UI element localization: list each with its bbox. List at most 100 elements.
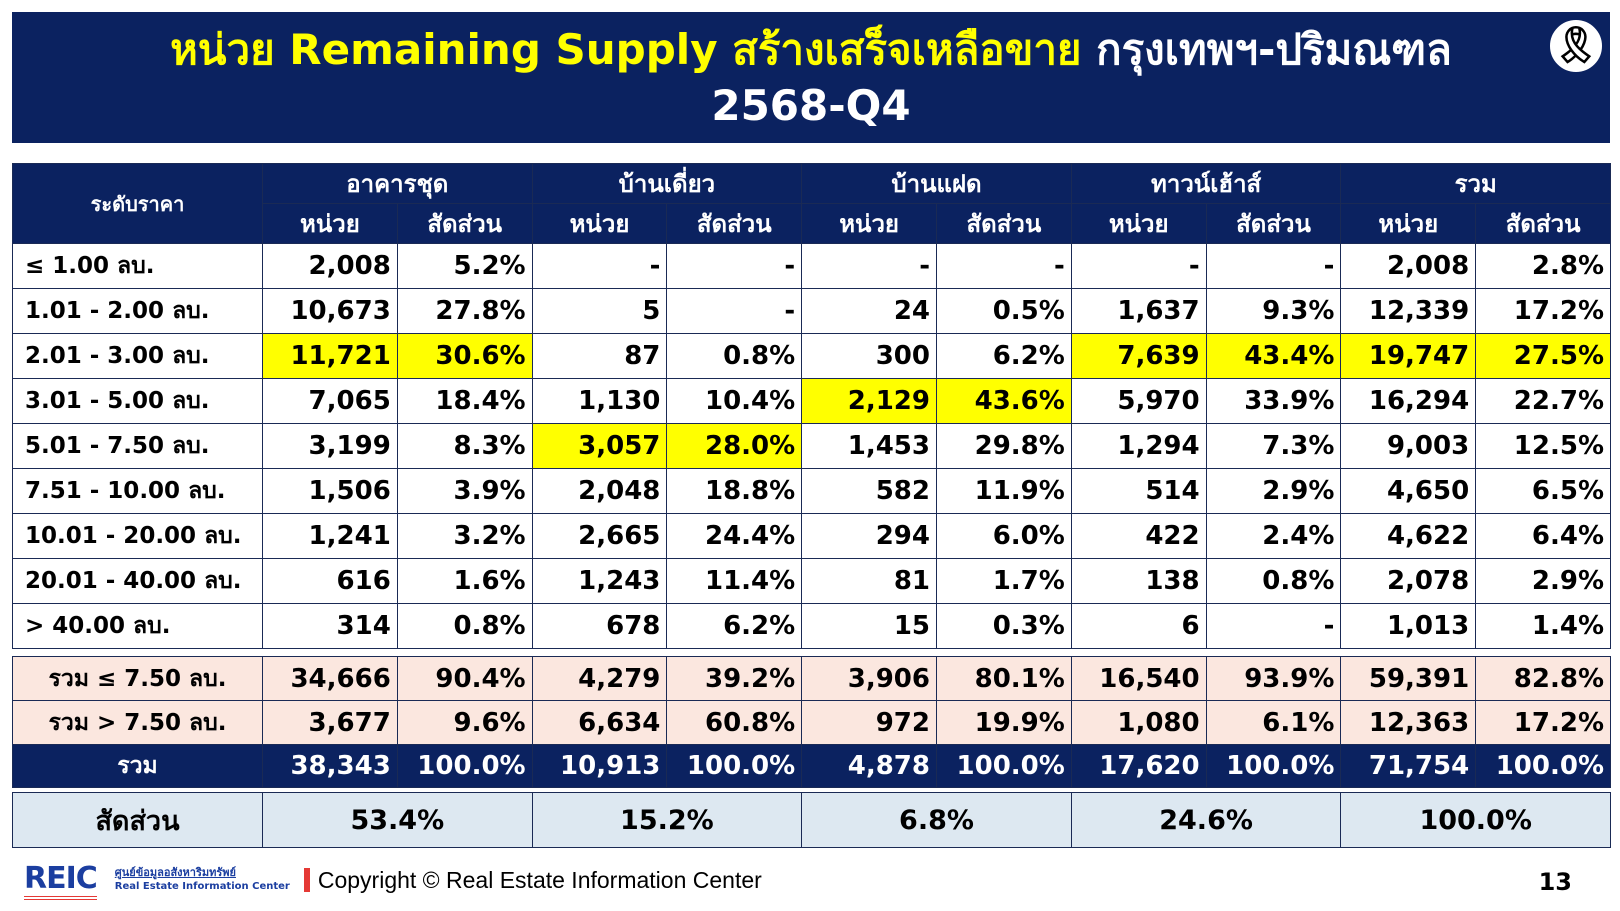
share-cell: 1.7% <box>936 558 1072 604</box>
unit-cell: 1,130 <box>531 378 668 424</box>
share-cell: 0.8% <box>666 333 803 379</box>
unit-cell: 7,065 <box>262 378 398 424</box>
unit-header: หน่วย <box>1340 203 1477 244</box>
price-level-header: ระดับราคา <box>12 163 263 244</box>
unit-cell: 300 <box>801 333 937 379</box>
share-header: สัดส่วน <box>396 203 533 244</box>
mourning-ribbon-icon: 🎗 <box>1548 18 1604 74</box>
unit-cell: 19,747 <box>1340 333 1477 379</box>
share-cell: 17.2% <box>1475 700 1611 745</box>
ratio-cell: 24.6% <box>1070 792 1342 848</box>
logo-thai: ศูนย์ข้อมูลอสังหาริมทรัพย์ <box>114 866 236 879</box>
table-row: รวม > 7.50 ลบ. 3,677 9.6% 6,634 60.8% 972 19.9… <box>12 700 1611 745</box>
unit-cell: 4,279 <box>531 656 668 701</box>
unit-cell: 972 <box>801 700 937 745</box>
unit-cell: 422 <box>1070 513 1207 559</box>
table-row: 5.01 - 7.50 ลบ. 3,199 8.3% 3,057 28.0% 1,453 2… <box>12 423 1611 469</box>
unit-cell: - <box>1070 243 1207 289</box>
share-cell: 30.6% <box>396 333 533 379</box>
unit-cell: 4,650 <box>1340 468 1477 514</box>
unit-cell: 16,294 <box>1340 378 1477 424</box>
unit-header: หน่วย <box>1070 203 1207 244</box>
share-cell: 60.8% <box>666 700 803 745</box>
row-label: ≤ 1.00 ลบ. <box>12 243 263 289</box>
unit-cell: 2,665 <box>531 513 668 559</box>
row-label: > 40.00 ลบ. <box>12 603 263 649</box>
share-cell: 12.5% <box>1475 423 1611 469</box>
share-cell: 1.6% <box>396 558 533 604</box>
share-cell: 2.4% <box>1205 513 1342 559</box>
unit-cell: 138 <box>1070 558 1207 604</box>
unit-cell: 3,057 <box>531 423 668 469</box>
table-row: รวม 38,343 100.0% 10,913 100.0% 4,878 100.0% 17… <box>12 744 1611 788</box>
unit-cell: 34,666 <box>262 656 398 701</box>
group-header: บ้านแฝด <box>801 163 1072 204</box>
share-cell: 6.0% <box>936 513 1072 559</box>
share-cell: 2.9% <box>1475 558 1611 604</box>
share-cell: - <box>1205 603 1342 649</box>
share-cell: - <box>666 243 803 289</box>
share-cell: 33.9% <box>1205 378 1342 424</box>
unit-header: หน่วย <box>801 203 937 244</box>
unit-cell: 1,453 <box>801 423 937 469</box>
share-cell: 100.0% <box>666 744 803 788</box>
share-cell: 3.9% <box>396 468 533 514</box>
unit-header: หน่วย <box>531 203 668 244</box>
share-cell: 27.5% <box>1475 333 1611 379</box>
share-cell: 11.9% <box>936 468 1072 514</box>
share-cell: 6.4% <box>1475 513 1611 559</box>
table-row: รวม ≤ 7.50 ลบ. 34,666 90.4% 4,279 39.2% 3,906… <box>12 656 1611 701</box>
share-cell: 8.3% <box>396 423 533 469</box>
unit-cell: 81 <box>801 558 937 604</box>
unit-cell: - <box>531 243 668 289</box>
reic-logo: REIC <box>24 861 98 900</box>
unit-cell: 10,673 <box>262 288 398 334</box>
unit-cell: 38,343 <box>262 744 398 788</box>
unit-cell: 582 <box>801 468 937 514</box>
table-row: 10.01 - 20.00 ลบ. 1,241 3.2% 2,665 24.4% 294 6… <box>12 513 1611 559</box>
share-cell: 18.8% <box>666 468 803 514</box>
unit-header: หน่วย <box>262 203 398 244</box>
share-cell: 100.0% <box>936 744 1072 788</box>
share-cell: - <box>666 288 803 334</box>
share-header: สัดส่วน <box>1205 203 1342 244</box>
share-cell: 93.9% <box>1205 656 1342 701</box>
share-cell: 6.2% <box>666 603 803 649</box>
group-header: รวม <box>1340 163 1611 204</box>
unit-cell: 17,620 <box>1070 744 1207 788</box>
row-label: รวม <box>12 744 263 788</box>
unit-cell: 7,639 <box>1070 333 1207 379</box>
table-row: ≤ 1.00 ลบ. 2,008 5.2% - - - - - -2,008 2.8% <box>12 243 1611 289</box>
unit-cell: 15 <box>801 603 937 649</box>
unit-cell: 11,721 <box>262 333 398 379</box>
unit-cell: 1,013 <box>1340 603 1477 649</box>
ratio-cell: 6.8% <box>801 792 1072 848</box>
copyright: Copyright © Real Estate Information Cent… <box>317 866 762 893</box>
share-cell: 22.7% <box>1475 378 1611 424</box>
share-cell: 9.3% <box>1205 288 1342 334</box>
unit-cell: 3,199 <box>262 423 398 469</box>
share-cell: 0.3% <box>936 603 1072 649</box>
unit-cell: 6 <box>1070 603 1207 649</box>
ratio-table: สัดส่วน 53.4% 15.2% 6.8% 24.6% 100.0% <box>12 792 1611 848</box>
unit-cell: 1,243 <box>531 558 668 604</box>
unit-cell: 16,540 <box>1070 656 1207 701</box>
unit-cell: 12,363 <box>1340 700 1477 745</box>
unit-cell: 678 <box>531 603 668 649</box>
share-cell: 11.4% <box>666 558 803 604</box>
share-cell: 28.0% <box>666 423 803 469</box>
unit-cell: 2,048 <box>531 468 668 514</box>
ratio-label: สัดส่วน <box>12 792 263 848</box>
share-cell: 6.2% <box>936 333 1072 379</box>
share-cell: 5.2% <box>396 243 533 289</box>
group-header: บ้านเดี่ยว <box>531 163 803 204</box>
share-cell: 100.0% <box>1205 744 1342 788</box>
unit-cell: 5,970 <box>1070 378 1207 424</box>
group-header: ทาวน์เฮ้าส์ <box>1070 163 1342 204</box>
share-cell: 43.6% <box>936 378 1072 424</box>
row-label: 7.51 - 10.00 ลบ. <box>12 468 263 514</box>
share-cell: - <box>1205 243 1342 289</box>
row-label: 2.01 - 3.00 ลบ. <box>12 333 263 379</box>
share-cell: 17.2% <box>1475 288 1611 334</box>
share-header: สัดส่วน <box>666 203 803 244</box>
